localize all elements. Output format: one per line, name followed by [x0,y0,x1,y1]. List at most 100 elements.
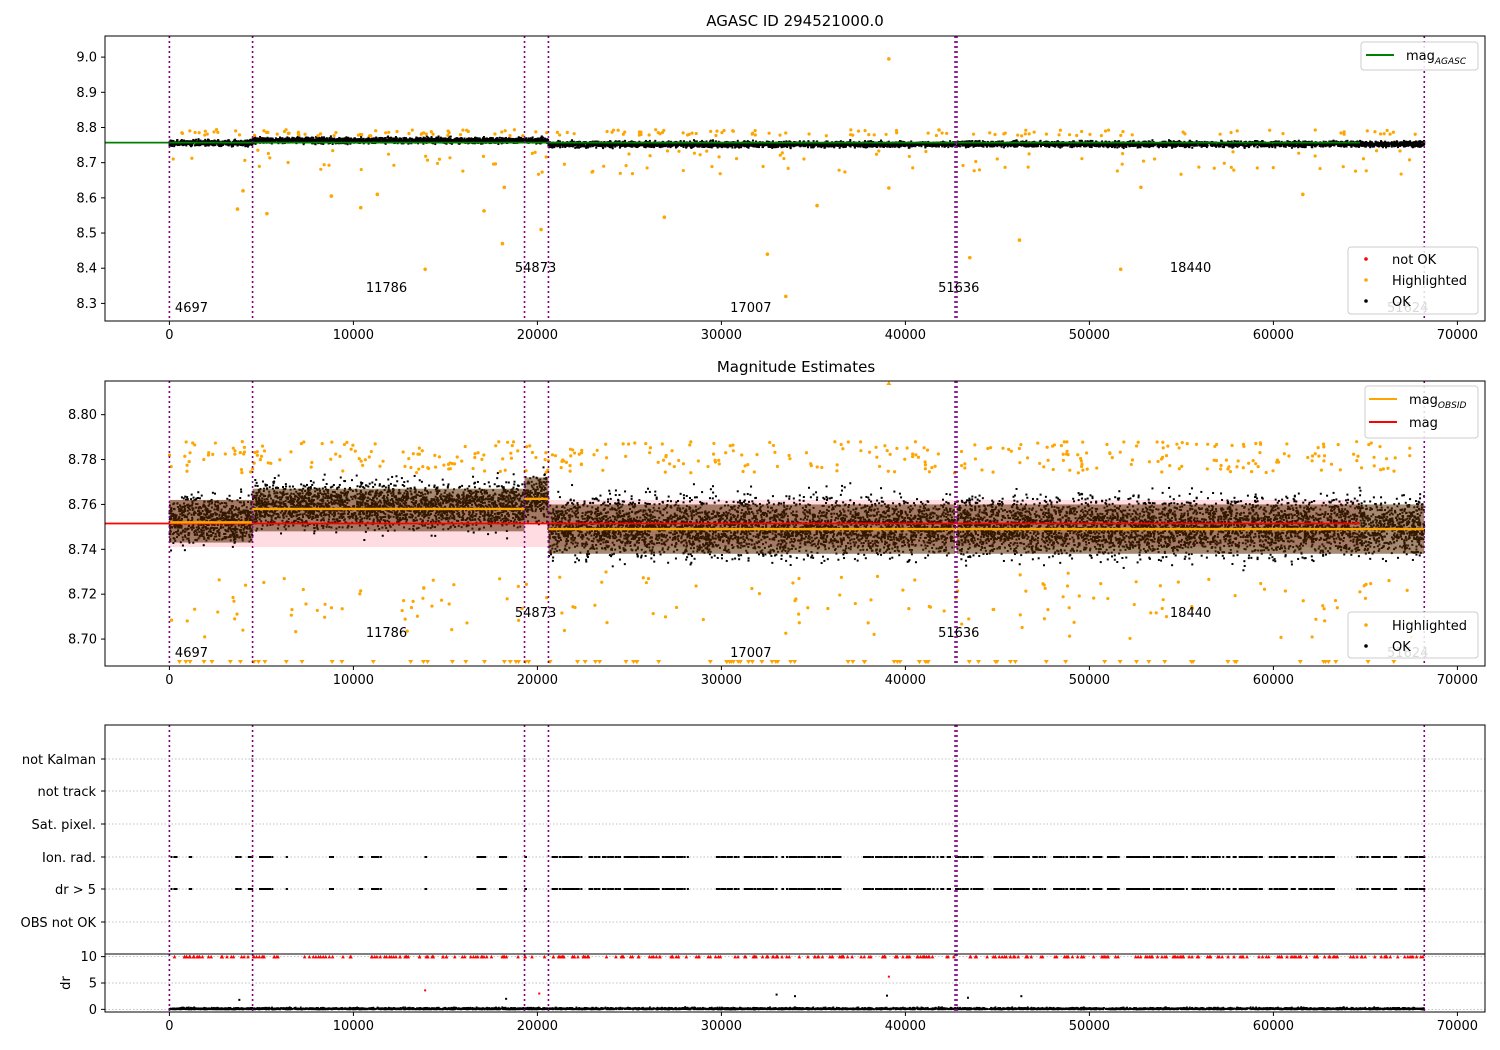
ok-point [928,145,930,147]
ok-point [244,145,246,147]
ok-point [458,140,460,142]
ok-point [330,135,332,137]
panel2-title: Magnitude Estimates [717,358,875,376]
ok-point [816,144,818,146]
ok-point [736,145,738,147]
ok-point [887,144,889,146]
ok-point [698,145,700,147]
ok-point [727,146,729,148]
ok-point [619,144,621,146]
ok-point [670,146,672,148]
ok-point [598,145,600,147]
ok-point [422,138,424,140]
ok-point [442,138,444,140]
ok-point [559,146,561,148]
ok-point [595,147,597,149]
ok-point [431,139,433,141]
ok-point [671,144,673,146]
ok-point [803,145,805,147]
ok-point [935,145,937,147]
ok-point [499,137,501,139]
ok-point [876,144,878,146]
ok-point [403,138,405,140]
ok-point [275,137,277,139]
ok-point [499,139,501,141]
ok-point [668,143,670,145]
ok-point [839,147,841,149]
ok-point [312,137,314,139]
ok-point [574,144,576,146]
ok-point [545,140,547,142]
ok-point [770,145,772,147]
ok-point [789,146,791,148]
ok-point [932,144,934,146]
ok-point [870,145,872,147]
ok-point [557,140,559,142]
ok-point [840,144,842,146]
ok-point [390,137,392,139]
ok-point [865,143,867,145]
ok-point [267,140,269,142]
ok-point [402,140,404,142]
ok-point [716,143,718,145]
ok-point [889,145,891,147]
ok-point [290,138,292,140]
ok-point [410,138,412,140]
ok-point [322,139,324,141]
ok-point [824,147,826,149]
ok-point [712,143,714,145]
ok-point [564,143,566,145]
ok-point [740,144,742,146]
ok-point [651,145,653,147]
ok-point [336,138,338,140]
ok-point [833,146,835,148]
ok-point [479,139,481,141]
ok-point [580,144,582,146]
ok-point [712,139,714,141]
ok-point [282,139,284,141]
ok-point [688,143,690,145]
ok-point [420,137,422,139]
ok-point [280,139,282,141]
ok-point [214,144,216,146]
ok-point [571,144,573,146]
ok-point [450,136,452,138]
ok-point [898,145,900,147]
ok-point [768,145,770,147]
ok-point [708,143,710,145]
ok-point [386,139,388,141]
ok-point [603,144,605,146]
ok-point [730,145,732,147]
ok-point [937,144,939,146]
ok-point [653,143,655,145]
ok-point [512,139,514,141]
ok-point [362,138,364,140]
ok-point [762,145,764,147]
ok-point [655,143,657,145]
ok-point [649,146,651,148]
ok-point [567,144,569,146]
ok-point [848,144,850,146]
ok-point [474,137,476,139]
ok-point [866,146,868,148]
ok-point [516,138,518,140]
ok-point [463,139,465,141]
ok-point [749,144,751,146]
ok-point [189,144,191,146]
ok-point [630,145,632,147]
ok-point [789,144,791,146]
ok-point [398,140,400,142]
ok-point [539,139,541,141]
ok-point [685,145,687,147]
ok-point [907,145,909,147]
ok-point [521,139,523,141]
ok-point [820,143,822,145]
ok-point [426,138,428,140]
ok-point [326,137,328,139]
ok-point [174,144,176,146]
ok-point [590,144,592,146]
ok-point [240,144,242,146]
ok-point [610,144,612,146]
ok-point [466,138,468,140]
